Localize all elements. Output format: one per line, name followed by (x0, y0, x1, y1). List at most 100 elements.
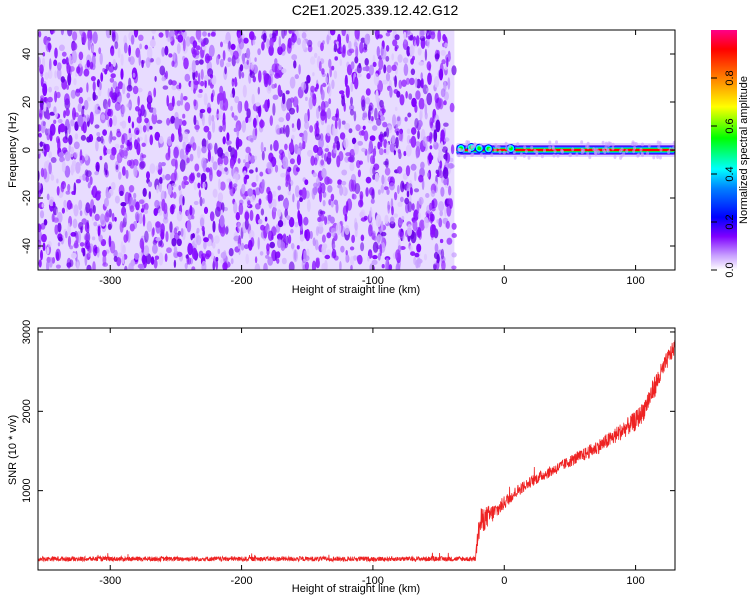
noise-speckle (85, 202, 91, 214)
noise-speckle (126, 159, 133, 167)
noise-speckle (219, 98, 223, 110)
noise-speckle (291, 54, 298, 61)
noise-speckle (173, 146, 179, 159)
noise-speckle (171, 237, 177, 247)
noise-speckle (380, 231, 387, 237)
noise-speckle (121, 134, 125, 145)
tone-blob-core (477, 146, 482, 151)
noise-speckle (335, 113, 338, 118)
tone-speckle (601, 140, 605, 145)
noise-speckle (289, 158, 295, 165)
noise-speckle (185, 146, 189, 156)
noise-speckle (364, 33, 371, 45)
noise-speckle (193, 99, 197, 107)
noise-speckle (319, 133, 324, 141)
colorbar-label: Normalized spectral amplitude (738, 76, 750, 224)
noise-speckle (189, 153, 194, 162)
chart-title: C2E1.2025.339.12.42.G12 (291, 2, 459, 18)
noise-speckle (201, 182, 207, 189)
noise-speckle (267, 162, 273, 175)
noise-speckle (216, 169, 222, 177)
noise-speckle (182, 120, 187, 126)
noise-speckle (72, 160, 77, 167)
noise-speckle (156, 119, 163, 124)
noise-speckle (43, 168, 48, 180)
noise-speckle (398, 129, 403, 142)
noise-speckle (53, 59, 58, 67)
noise-speckle (330, 227, 336, 237)
noise-speckle (320, 159, 325, 166)
noise-speckle (71, 190, 76, 195)
noise-speckle (46, 101, 51, 109)
noise-speckle (56, 178, 59, 184)
noise-speckle (391, 53, 395, 61)
noise-speckle (227, 57, 232, 63)
noise-speckle (222, 98, 229, 111)
noise-speckle (451, 265, 457, 270)
noise-speckle (301, 32, 307, 39)
noise-speckle (329, 65, 333, 78)
noise-speckle (108, 134, 112, 144)
noise-speckle (417, 48, 422, 55)
noise-speckle (168, 53, 173, 58)
noise-speckle (368, 139, 373, 153)
tone-speckle (551, 144, 555, 149)
tone-speckle (611, 146, 615, 151)
noise-speckle (309, 125, 314, 133)
noise-speckle (165, 173, 171, 181)
noise-speckle (417, 227, 422, 239)
noise-speckle (301, 135, 305, 143)
noise-speckle (56, 91, 61, 99)
noise-speckle (293, 60, 297, 69)
noise-speckle (151, 112, 158, 125)
tone-speckle (548, 145, 552, 150)
noise-speckle (93, 221, 98, 227)
noise-speckle (217, 248, 221, 254)
noise-speckle (111, 30, 116, 38)
noise-speckle (92, 204, 96, 214)
noise-speckle (114, 216, 117, 222)
noise-speckle (226, 178, 232, 183)
noise-speckle (57, 62, 62, 71)
noise-speckle (269, 33, 273, 39)
tone-speckle (646, 151, 650, 156)
noise-speckle (57, 118, 63, 124)
noise-speckle (267, 75, 272, 86)
noise-speckle (429, 117, 434, 129)
noise-speckle (139, 263, 145, 270)
noise-speckle (246, 59, 249, 65)
noise-speckle (261, 179, 265, 190)
noise-speckle (201, 225, 205, 232)
noise-speckle (409, 34, 414, 41)
noise-speckle (413, 188, 420, 193)
noise-speckle (48, 162, 52, 175)
noise-speckle (395, 249, 401, 261)
tone-speckle (647, 143, 651, 148)
noise-speckle (385, 72, 391, 82)
noise-speckle (315, 83, 319, 90)
noise-speckle (383, 161, 389, 166)
noise-speckle (394, 34, 400, 41)
noise-speckle (415, 90, 421, 100)
noise-speckle (127, 133, 134, 138)
noise-speckle (219, 181, 226, 191)
noise-speckle (422, 136, 428, 147)
noise-speckle (288, 142, 294, 153)
noise-speckle (202, 31, 207, 37)
noise-speckle (169, 221, 173, 233)
noise-speckle (403, 57, 409, 64)
tone-speckle (473, 143, 477, 148)
noise-speckle (296, 118, 301, 131)
tone-speckle (556, 153, 560, 158)
noise-speckle (120, 68, 124, 80)
noise-speckle (288, 217, 295, 228)
noise-speckle (326, 124, 332, 137)
noise-speckle (381, 264, 385, 269)
tone-speckle (631, 142, 635, 147)
tone-speckle (603, 150, 607, 154)
noise-speckle (84, 253, 88, 266)
noise-speckle (405, 144, 412, 157)
noise-speckle (246, 108, 251, 119)
noise-speckle (327, 185, 333, 193)
noise-speckle (229, 181, 233, 190)
